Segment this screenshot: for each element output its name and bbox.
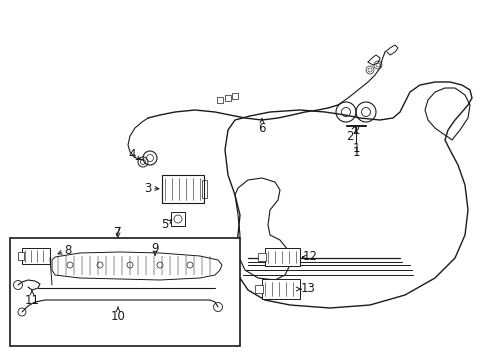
Bar — [18, 252, 24, 260]
Text: 2: 2 — [351, 123, 359, 136]
Bar — [264, 248, 299, 266]
Bar — [202, 180, 206, 198]
Bar — [162, 175, 203, 203]
Text: 1: 1 — [351, 145, 359, 158]
Text: 13: 13 — [300, 283, 315, 296]
Text: 8: 8 — [64, 243, 72, 256]
Text: 2: 2 — [346, 130, 353, 144]
Bar — [231, 93, 238, 99]
Text: 7: 7 — [114, 225, 122, 238]
Bar — [217, 97, 223, 103]
Bar — [254, 285, 263, 293]
Bar — [171, 212, 184, 226]
Text: 10: 10 — [110, 310, 125, 323]
Text: 12: 12 — [302, 251, 317, 264]
Text: 9: 9 — [151, 242, 159, 255]
Text: 1: 1 — [351, 141, 359, 154]
Text: 3: 3 — [144, 181, 151, 194]
Bar — [22, 248, 50, 264]
Text: 6: 6 — [258, 122, 265, 135]
Text: 5: 5 — [161, 219, 168, 231]
Bar — [224, 95, 230, 101]
Bar — [10, 238, 240, 346]
Bar — [258, 253, 265, 261]
Text: 11: 11 — [24, 293, 40, 306]
Bar — [262, 279, 299, 299]
Text: 7: 7 — [114, 226, 122, 239]
Text: 4: 4 — [128, 148, 136, 162]
